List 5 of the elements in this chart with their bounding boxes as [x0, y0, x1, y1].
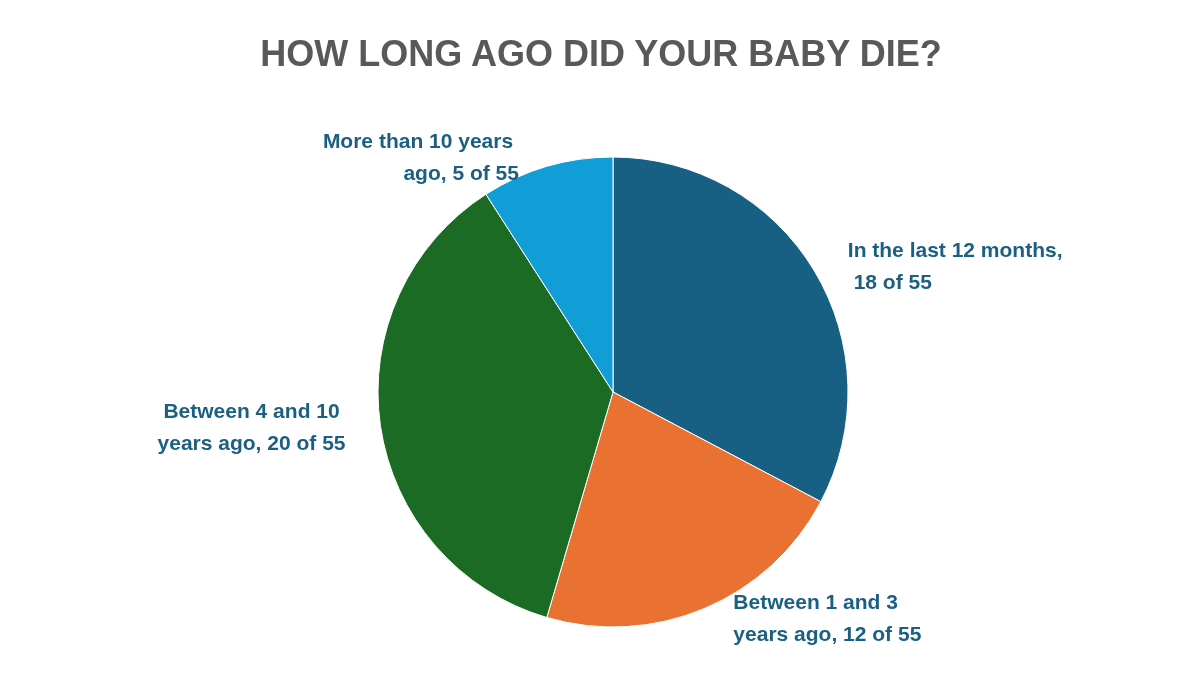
slice-label: More than 10 years ago, 5 of 55 — [322, 129, 520, 185]
slice-label: Between 4 and 10 years ago, 20 of 55 — [157, 399, 346, 455]
slice-label: In the last 12 months, 18 of 55 — [847, 237, 1063, 293]
chart-title: HOW LONG AGO DID YOUR BABY DIE? — [260, 32, 942, 74]
slice-label: Between 1 and 3 years ago, 12 of 55 — [733, 590, 922, 646]
